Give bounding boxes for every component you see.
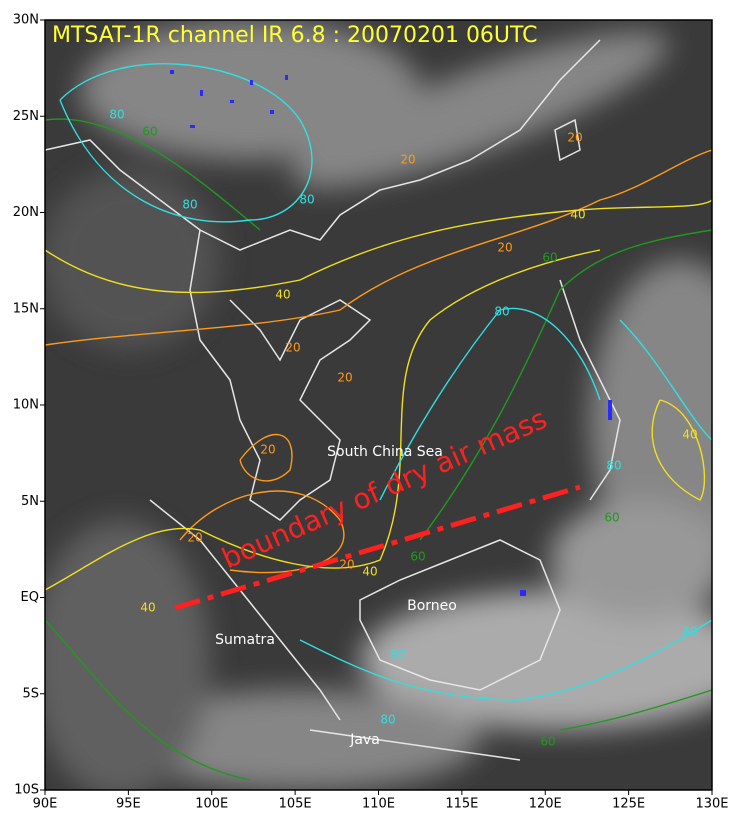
x-tick-label: 125E: [612, 797, 645, 812]
contour-label: 40: [275, 288, 290, 302]
place-label: Borneo: [407, 598, 457, 614]
contour-label: 80: [182, 198, 197, 212]
x-tick-label: 95E: [116, 797, 141, 812]
x-tick-label: 100E: [195, 797, 228, 812]
contour-label: 60: [142, 125, 157, 139]
contour-label: 40: [682, 428, 697, 442]
place-label: Sumatra: [215, 632, 275, 648]
contour-label: 80: [299, 193, 314, 207]
x-tick-label: 120E: [529, 797, 562, 812]
contour-label: 40: [140, 601, 155, 615]
contour-label: 80: [390, 648, 405, 662]
contour-label: 20: [400, 153, 415, 167]
contour-label: 60: [540, 735, 555, 749]
contour-label: 80: [380, 713, 395, 727]
contour-label: 80: [109, 108, 124, 122]
contour-label: 20: [260, 443, 275, 457]
x-tick-label: 105E: [279, 797, 312, 812]
place-label: South China Sea: [327, 444, 443, 460]
y-tick-label: 10S: [14, 783, 39, 798]
contour-label: 20: [285, 341, 300, 355]
y-tick-label: EQ: [21, 590, 39, 605]
contour-label: 20: [497, 241, 512, 255]
contour-label: 20: [187, 531, 202, 545]
contour-label: 80: [682, 625, 697, 639]
contour-label: 80: [494, 305, 509, 319]
y-tick-label: 25N: [13, 109, 39, 124]
contour-label: 20: [567, 131, 582, 145]
contour-label: 40: [362, 565, 377, 579]
x-tick-label: 110E: [362, 797, 395, 812]
map-title: MTSAT-1R channel IR 6.8 : 20070201 06UTC: [52, 23, 538, 48]
boundary-line: [174, 484, 581, 611]
contour-label: 80: [606, 459, 621, 473]
contour-label: 60: [410, 550, 425, 564]
x-tick-label: 115E: [445, 797, 478, 812]
contour-label: 20: [339, 558, 354, 572]
contour-label: 20: [337, 371, 352, 385]
contour-label: 40: [570, 208, 585, 222]
x-tick-label: 90E: [33, 797, 58, 812]
x-tick-label: 130E: [695, 797, 728, 812]
y-tick-label: 20N: [13, 205, 39, 220]
place-label: Java: [349, 732, 380, 748]
y-tick-label: 30N: [13, 13, 39, 28]
satellite-image: [45, 20, 712, 790]
y-tick-label: 15N: [13, 301, 39, 316]
contour-label: 60: [542, 251, 557, 265]
y-tick-label: 10N: [13, 398, 39, 413]
y-tick-label: 5N: [21, 494, 39, 509]
y-tick-label: 5S: [22, 686, 39, 701]
contour-label: 60: [604, 511, 619, 525]
